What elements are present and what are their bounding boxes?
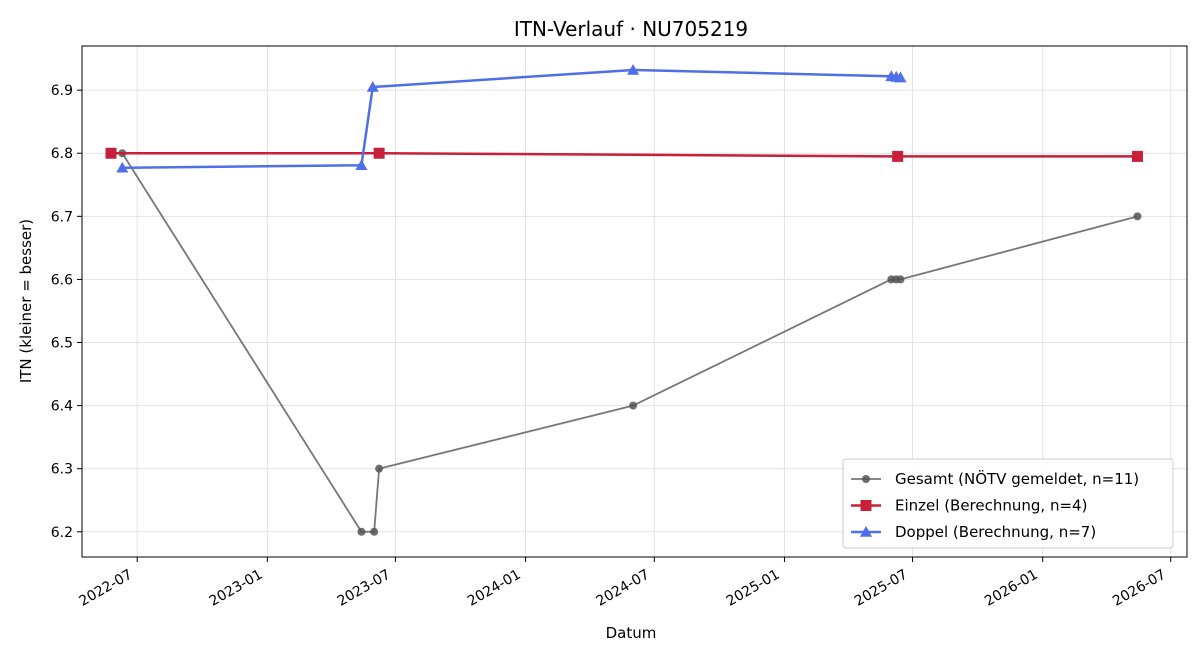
x-tick-label: 2026-01 [982,567,1041,610]
x-tick-label: 2023-01 [207,567,266,610]
x-tick-label: 2022-07 [77,567,136,610]
x-tick-label: 2024-07 [594,567,653,610]
data-point [370,527,379,536]
series-line [111,151,1138,158]
legend-label: Doppel (Berechnung, n=7) [895,523,1096,541]
data-point [373,147,385,159]
y-axis: 6.2 6.3 6.4 6.5 6.6 6.7 6.8 6.9 [51,83,82,541]
plot-frame [81,45,1188,558]
y-tick-label: 6.5 [51,336,73,352]
legend-frame [842,458,1174,549]
data-point [375,464,384,473]
data-point [366,81,379,92]
data-point [1131,150,1143,162]
data-point [355,159,368,171]
data-point [894,71,907,83]
y-tick-label: 6.6 [51,272,73,288]
data-point [892,150,904,162]
y-axis-title: ITN (kleiner = besser) [17,219,35,383]
series-1 [118,149,1142,536]
y-tick-label: 6.2 [51,525,73,541]
data-point [1133,212,1142,221]
data-point [116,161,129,173]
y-tick-label: 6.3 [51,462,73,478]
x-axis: 2022-07 2023-01 2023-07 2024-01 2024-07 2025-… [77,557,1172,610]
legend-swatch-marker [860,526,872,537]
series-layer [105,63,1143,536]
x-tick-label: 2024-01 [465,567,524,610]
x-tick-label: 2023-07 [335,567,394,610]
y-tick-label: 6.9 [51,83,73,99]
data-point [627,63,640,75]
x-axis-title: Datum [606,624,657,642]
y-tick-label: 6.7 [51,209,73,225]
x-tick-label: 2026-07 [1110,567,1169,610]
y-tick-label: 6.4 [51,399,73,415]
series-2 [105,147,1143,162]
data-point [105,147,117,159]
x-tick-label: 2025-07 [852,567,911,610]
data-point [357,527,366,536]
data-point [629,401,638,410]
legend-label: Einzel (Berechnung, n=4) [895,497,1087,515]
y-tick-label: 6.8 [51,146,73,162]
legend-swatch-marker [860,500,872,511]
series-3 [116,63,907,173]
legend: Gesamt (NÖTV gemeldet, n=11) Einzel (Bere… [842,458,1174,549]
chart-title: ITN-Verlauf · NU705219 [514,17,748,41]
legend-swatch-marker [862,475,870,483]
data-point [896,275,905,284]
legend-label: Gesamt (NÖTV gemeldet, n=11) [895,469,1139,488]
x-tick-label: 2025-01 [724,567,783,610]
